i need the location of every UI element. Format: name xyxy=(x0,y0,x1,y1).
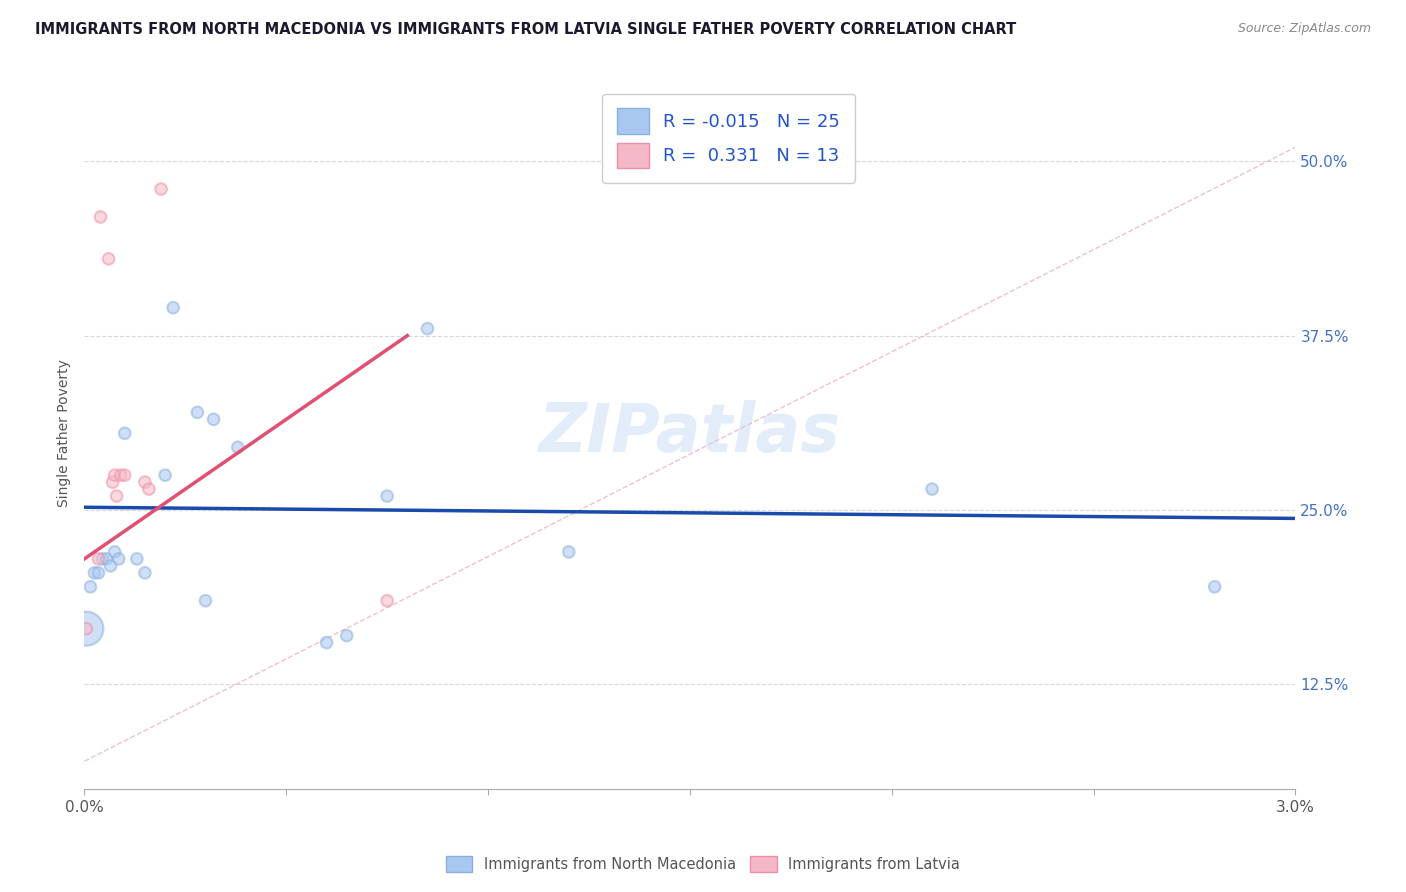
Point xyxy=(114,426,136,441)
Point xyxy=(75,622,97,636)
Text: ZIPatlas: ZIPatlas xyxy=(538,401,841,467)
Point xyxy=(100,558,122,573)
Point xyxy=(96,552,118,566)
Point xyxy=(105,489,128,503)
Point xyxy=(134,566,156,580)
Point xyxy=(110,468,132,483)
Point xyxy=(138,482,160,496)
Point xyxy=(150,182,173,196)
Point xyxy=(202,412,225,426)
Point xyxy=(336,629,359,643)
Point xyxy=(416,321,439,335)
Point xyxy=(921,482,943,496)
Point xyxy=(89,210,111,224)
Point xyxy=(101,475,124,490)
Point xyxy=(79,580,101,594)
Point xyxy=(186,405,208,419)
Point xyxy=(153,468,176,483)
Point xyxy=(83,566,105,580)
Y-axis label: Single Father Poverty: Single Father Poverty xyxy=(58,359,72,508)
Point xyxy=(104,545,127,559)
Point xyxy=(97,252,120,266)
Text: IMMIGRANTS FROM NORTH MACEDONIA VS IMMIGRANTS FROM LATVIA SINGLE FATHER POVERTY : IMMIGRANTS FROM NORTH MACEDONIA VS IMMIG… xyxy=(35,22,1017,37)
Point xyxy=(125,552,148,566)
Point xyxy=(91,552,114,566)
Point xyxy=(104,468,127,483)
Point xyxy=(1204,580,1226,594)
Text: Source: ZipAtlas.com: Source: ZipAtlas.com xyxy=(1237,22,1371,36)
Point xyxy=(226,440,249,454)
Point xyxy=(315,635,337,649)
Point xyxy=(194,593,217,607)
Point xyxy=(134,475,156,490)
Point xyxy=(558,545,581,559)
Point xyxy=(375,593,398,607)
Point xyxy=(375,489,398,503)
Legend: R = -0.015   N = 25, R =  0.331   N = 13: R = -0.015 N = 25, R = 0.331 N = 13 xyxy=(602,94,855,183)
Point xyxy=(75,622,97,636)
Point xyxy=(107,552,129,566)
Point xyxy=(87,552,110,566)
Point xyxy=(87,566,110,580)
Point xyxy=(114,468,136,483)
Legend: Immigrants from North Macedonia, Immigrants from Latvia: Immigrants from North Macedonia, Immigra… xyxy=(440,850,966,878)
Point xyxy=(162,301,184,315)
